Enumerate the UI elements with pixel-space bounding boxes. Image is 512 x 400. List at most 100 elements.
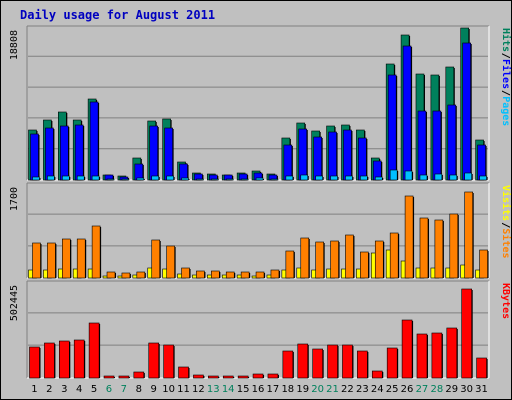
x-tick-label: 29 bbox=[445, 384, 458, 395]
x-tick-label: 31 bbox=[475, 384, 488, 395]
x-tick-label: 22 bbox=[341, 384, 354, 395]
kbytes-bar bbox=[193, 374, 204, 379]
x-tick-label: 27 bbox=[416, 384, 429, 395]
sites-bar bbox=[47, 242, 56, 279]
sites-bar bbox=[479, 249, 488, 279]
pages-bar bbox=[62, 175, 70, 181]
sites-bar bbox=[151, 239, 161, 279]
files-bar bbox=[30, 133, 39, 181]
visits-legend-2: Sites bbox=[500, 228, 512, 258]
kbytes-bar bbox=[357, 350, 368, 379]
kbytes-bar bbox=[476, 357, 487, 379]
kbytes-bar bbox=[416, 333, 428, 379]
pages-bar bbox=[285, 175, 294, 181]
x-tick-label: 3 bbox=[61, 384, 67, 395]
sites-bar bbox=[389, 232, 399, 279]
kbytes-legend-0: KBytes bbox=[500, 283, 511, 319]
files-bar bbox=[60, 125, 69, 181]
sites-bar bbox=[91, 225, 101, 279]
pages-bar bbox=[211, 178, 219, 181]
visits-legend-1: / bbox=[500, 222, 511, 228]
files-bar bbox=[283, 144, 293, 181]
files-bar bbox=[149, 125, 159, 181]
kbytes-bar bbox=[59, 340, 70, 379]
pages-bar bbox=[225, 178, 234, 181]
sites-bar bbox=[464, 191, 473, 279]
kbytes-bar bbox=[461, 288, 472, 379]
hits-legend-4: Pages bbox=[500, 96, 511, 126]
x-tick-label: 12 bbox=[192, 384, 205, 395]
sites-bar bbox=[434, 219, 444, 279]
pages-bar bbox=[121, 178, 130, 181]
sites-bar bbox=[166, 245, 175, 279]
pages-bar bbox=[255, 177, 264, 181]
files-bar bbox=[89, 101, 99, 181]
kbytes-bar bbox=[312, 348, 323, 379]
pages-bar bbox=[374, 176, 383, 181]
pages-bar bbox=[240, 178, 249, 181]
pages-bar bbox=[345, 175, 353, 181]
files-bar bbox=[134, 163, 144, 181]
sites-bar bbox=[255, 271, 265, 279]
x-tick-label: 19 bbox=[296, 384, 309, 395]
sites-bar bbox=[330, 240, 339, 279]
kbytes-bar bbox=[88, 322, 100, 379]
kbytes-ymax-label: 502445 bbox=[9, 285, 20, 321]
kbytes-bar bbox=[29, 346, 40, 379]
files-bar bbox=[417, 110, 427, 181]
pages-bar bbox=[151, 175, 160, 181]
sites-bar bbox=[374, 240, 384, 279]
sites-bar bbox=[62, 238, 71, 279]
x-tick-label: 11 bbox=[177, 384, 190, 395]
hits-legend-1: / bbox=[500, 53, 511, 59]
x-tick-label: 23 bbox=[356, 384, 369, 395]
chart-title: Daily usage for August 2011 bbox=[20, 8, 215, 22]
x-tick-label: 24 bbox=[371, 384, 384, 395]
kbytes-bar bbox=[208, 375, 219, 379]
pages-bar bbox=[315, 175, 323, 181]
kbytes-bar bbox=[133, 371, 145, 379]
files-bar bbox=[477, 144, 486, 181]
pages-bar bbox=[434, 173, 443, 181]
pages-bar bbox=[76, 175, 85, 181]
files-bar bbox=[74, 124, 84, 181]
visits-ymax-label: 1700 bbox=[9, 187, 20, 211]
kbytes-bar bbox=[386, 347, 398, 379]
pages-bar bbox=[330, 175, 338, 181]
sites-bar bbox=[32, 242, 41, 279]
pages-bar bbox=[404, 170, 413, 181]
sites-bar bbox=[360, 251, 369, 279]
files-bar bbox=[45, 127, 54, 181]
x-tick-label: 18 bbox=[281, 384, 294, 395]
files-bar bbox=[358, 137, 367, 181]
x-tick-label: 30 bbox=[460, 384, 473, 395]
sites-bar bbox=[196, 270, 205, 279]
kbytes-bar bbox=[371, 370, 383, 379]
kbytes-bar bbox=[73, 339, 85, 379]
kbytes-bar bbox=[401, 319, 413, 379]
files-bar bbox=[328, 131, 337, 181]
x-tick-label: 20 bbox=[311, 384, 324, 395]
hits-legend-2: Files bbox=[500, 59, 512, 89]
pages-bar bbox=[464, 172, 472, 181]
sites-bar bbox=[345, 234, 354, 279]
files-bar bbox=[298, 128, 308, 181]
x-tick-label: 26 bbox=[401, 384, 414, 395]
kbytes-bar bbox=[446, 327, 458, 379]
sites-bar bbox=[76, 238, 86, 279]
sites-bar bbox=[285, 250, 295, 279]
hits-legend-0: Hits bbox=[500, 28, 512, 52]
sites-bar bbox=[240, 271, 250, 279]
x-tick-label: 8 bbox=[136, 384, 142, 395]
x-tick-label: 28 bbox=[430, 384, 443, 395]
pages-bar bbox=[360, 175, 368, 181]
kbytes-bar bbox=[44, 342, 55, 379]
pages-bar bbox=[419, 174, 428, 181]
pages-bar bbox=[181, 177, 189, 181]
pages-bar bbox=[270, 178, 279, 181]
x-tick-label: 6 bbox=[106, 384, 112, 395]
x-tick-label: 14 bbox=[222, 384, 235, 395]
hits-legend-3: / bbox=[500, 90, 511, 96]
x-tick-label: 1 bbox=[31, 384, 37, 395]
